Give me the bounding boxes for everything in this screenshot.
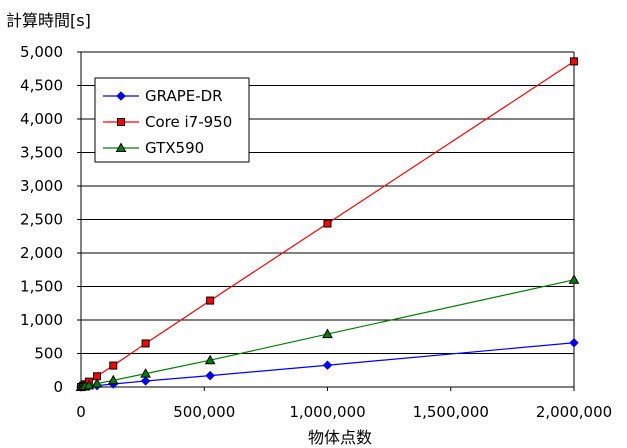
data-point — [140, 368, 151, 378]
y-tick-label: 0 — [53, 378, 63, 396]
x-tick-label: 500,000 — [173, 403, 235, 421]
data-point — [570, 57, 578, 66]
data-point — [204, 354, 216, 365]
y-tick-label: 1,000 — [20, 311, 63, 329]
legend-marker — [116, 91, 126, 101]
x-tick-label: 2,000,000 — [536, 403, 612, 421]
legend-label: GTX590 — [145, 139, 204, 157]
data-point — [322, 360, 333, 370]
x-tick-label: 1,500,000 — [413, 403, 489, 421]
data-point — [109, 361, 118, 370]
legend-marker — [117, 118, 125, 126]
data-point — [569, 338, 579, 348]
legend: GRAPE-DR Core i7-950 GTX590 — [94, 77, 250, 163]
data-point — [107, 374, 119, 385]
x-tick-label: 1,000,000 — [289, 403, 365, 421]
y-tick-label: 4,000 — [20, 110, 63, 128]
legend-label: GRAPE-DR — [145, 87, 223, 105]
x-tick-label: 0 — [76, 403, 86, 421]
legend-marker — [115, 142, 127, 152]
data-point — [205, 370, 215, 381]
y-tick-label: 2,000 — [20, 244, 63, 262]
data-point — [83, 379, 95, 390]
data-point — [322, 328, 333, 339]
axes — [77, 51, 575, 391]
series-grape-dr — [76, 338, 579, 392]
x-tick-labels: 0 500,000 1,000,000 1,500,000 2,000,000 — [76, 403, 612, 421]
y-tick-label: 3,500 — [20, 144, 63, 162]
data-point — [568, 274, 580, 284]
y-axis-title: 計算時間[s] — [6, 11, 91, 30]
data-point — [91, 378, 103, 388]
legend-label: Core i7-950 — [145, 113, 232, 131]
y-tick-labels: 0 500 1,000 1,500 2,000 2,500 3,000 3,500 4,000 4… — [20, 43, 63, 396]
data-point — [140, 376, 151, 386]
series-gtx590 — [75, 274, 580, 391]
data-point — [141, 339, 150, 348]
y-tick-label: 500 — [34, 345, 63, 363]
y-tick-label: 5,000 — [20, 43, 63, 61]
y-tick-label: 2,500 — [20, 211, 63, 229]
y-tick-label: 4,500 — [20, 77, 63, 95]
x-axis-title: 物体点数 — [308, 428, 372, 447]
y-tick-label: 3,000 — [20, 177, 63, 195]
data-point — [323, 219, 332, 228]
data-point — [206, 296, 215, 305]
y-tick-label: 1,500 — [20, 278, 63, 296]
series-lines — [75, 57, 580, 392]
